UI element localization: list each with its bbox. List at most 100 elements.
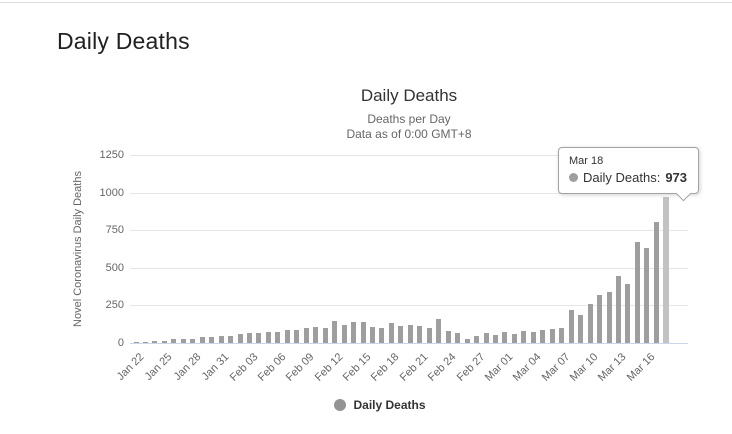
bar-mar-10[interactable] [587,304,593,343]
x-tick-mar-07: Mar 07 [539,351,573,384]
bar-feb-07[interactable] [284,330,290,343]
chart-subtitle-line1: Deaths per Day [367,112,451,126]
bar-mar-12[interactable] [606,291,612,343]
bar-jan-29[interactable] [199,337,205,343]
bar-feb-10[interactable] [313,326,319,343]
x-tick-feb-03: Feb 03 [227,351,261,384]
bar-mar-18[interactable] [662,196,669,343]
bar-mar-05[interactable] [540,330,546,343]
tooltip-date: Mar 18 [569,155,604,167]
bar-jan-27[interactable] [180,339,186,343]
bar-feb-05[interactable] [265,332,271,343]
bar-feb-16[interactable] [370,327,375,343]
bar-mar-13[interactable] [615,276,621,343]
tooltip: Mar 18 Daily Deaths: 973 [558,147,700,202]
plot-area [130,155,688,343]
bar-feb-13[interactable] [341,324,347,343]
bar-feb-06[interactable] [275,332,281,343]
tooltip-value: 973 [665,170,688,185]
x-tick-feb-21: Feb 21 [397,351,431,384]
chart-subtitle-line2: Data as of 0:00 GMT+8 [346,127,472,141]
x-tick-feb-27: Feb 27 [454,351,488,384]
x-tick-jan-28: Jan 28 [171,351,204,383]
bar-mar-02[interactable] [511,334,517,343]
bar-feb-11[interactable] [322,328,328,343]
x-tick-feb-12: Feb 12 [312,351,346,384]
gridline-250 [130,305,688,307]
y-tick-500: 500 [105,261,124,274]
bar-feb-01[interactable] [228,336,234,343]
chart-title: Daily Deaths [360,86,458,105]
gridline-1000 [130,192,688,194]
y-tick-0: 0 [117,337,124,349]
x-tick-feb-09: Feb 09 [284,351,317,384]
bar-jan-31[interactable] [218,336,224,343]
bar-feb-28[interactable] [483,332,489,343]
bar-feb-14[interactable] [351,321,357,343]
top-divider [0,2,732,3]
y-tick-750: 750 [105,224,124,237]
x-tick-mar-01: Mar 01 [482,351,516,384]
y-tick-250: 250 [105,299,124,312]
bar-feb-03[interactable] [247,333,253,343]
bar-feb-27[interactable] [474,336,480,343]
bar-feb-24[interactable] [445,330,451,343]
bar-jan-22[interactable] [133,341,139,343]
bar-mar-03[interactable] [521,330,527,343]
gridline-500 [130,267,688,269]
bar-feb-23[interactable] [436,319,442,343]
bar-feb-25[interactable] [455,333,461,343]
bar-mar-09[interactable] [578,314,584,343]
bar-mar-07[interactable] [559,328,565,343]
bar-mar-16[interactable] [644,248,650,343]
x-axis-line [130,343,688,344]
bar-feb-18[interactable] [388,322,394,343]
x-tick-feb-15: Feb 15 [340,351,374,384]
y-tick-1000: 1000 [99,186,124,199]
bar-feb-12[interactable] [332,321,338,343]
bar-mar-11[interactable] [597,294,603,343]
x-tick-feb-24: Feb 24 [425,351,459,384]
bar-feb-22[interactable] [426,328,432,343]
x-tick-mar-10: Mar 10 [567,351,601,384]
bar-mar-14[interactable] [625,283,631,343]
bar-mar-15[interactable] [634,242,640,343]
legend-label: Daily Deaths [353,398,426,412]
x-tick-jan-25: Jan 25 [143,351,175,383]
y-axis-title: Novel Coronavirus Daily Deaths [72,171,84,327]
x-tick-jan-31: Jan 31 [199,351,232,383]
bar-feb-20[interactable] [407,325,413,343]
bar-feb-15[interactable] [360,321,366,343]
bar-jan-28[interactable] [190,339,196,343]
bar-jan-26[interactable] [171,339,177,343]
bar-feb-08[interactable] [294,329,300,343]
bar-feb-09[interactable] [303,328,309,343]
bar-feb-19[interactable] [398,325,404,343]
x-tick-mar-13: Mar 13 [596,351,629,384]
bar-mar-04[interactable] [530,331,536,343]
x-tick-mar-04: Mar 04 [511,351,544,384]
bar-jan-25[interactable] [161,340,167,343]
bar-mar-08[interactable] [568,310,574,343]
legend-item-daily-deaths[interactable]: Daily Deaths [60,398,700,412]
bar-feb-29[interactable] [492,335,498,343]
bar-feb-04[interactable] [256,333,262,343]
tooltip-series-label: Daily Deaths: [583,170,661,185]
bar-feb-21[interactable] [417,326,423,343]
bar-feb-02[interactable] [237,334,243,343]
bar-mar-01[interactable] [502,331,508,343]
bar-jan-30[interactable] [209,336,215,343]
x-tick-feb-06: Feb 06 [255,351,289,384]
gridline-750 [130,230,688,232]
bar-jan-24[interactable] [152,340,158,343]
legend-series-dot-icon [334,399,347,411]
bar-feb-17[interactable] [379,328,385,343]
x-tick-feb-18: Feb 18 [369,351,402,384]
bar-jan-23[interactable] [142,341,148,343]
x-tick-jan-22: Jan 22 [114,351,147,383]
bar-feb-26[interactable] [464,338,470,343]
bar-mar-06[interactable] [549,329,555,343]
bar-mar-17[interactable] [653,221,659,343]
